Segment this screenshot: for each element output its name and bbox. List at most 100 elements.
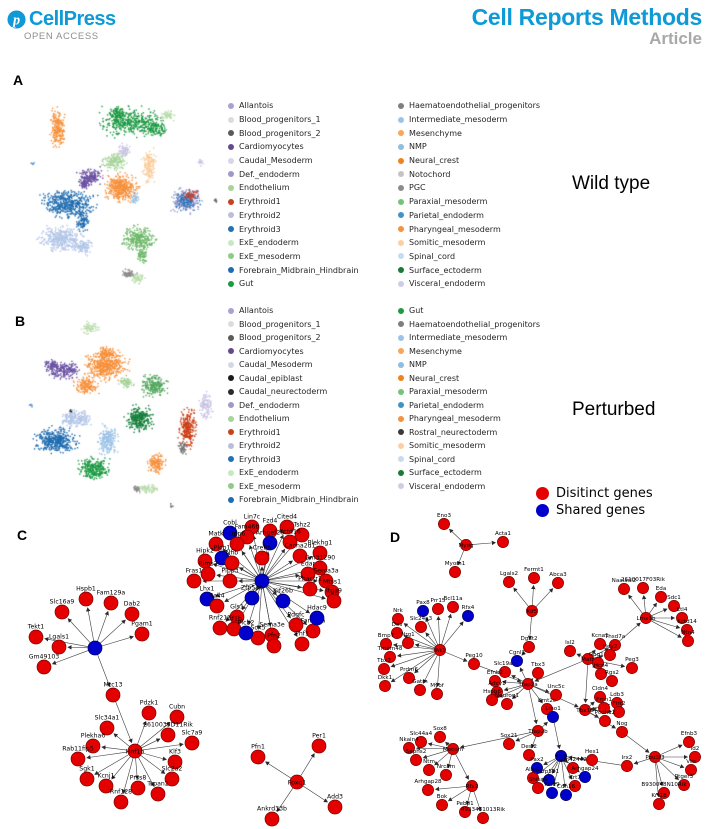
gene-node-label: Nkain4 bbox=[399, 737, 419, 743]
distinct-gene-node bbox=[222, 573, 238, 589]
network-edge bbox=[658, 760, 679, 781]
network-edge bbox=[583, 664, 588, 704]
legend-swatch-icon bbox=[228, 226, 234, 233]
network-edge bbox=[241, 550, 259, 576]
gene-node-label: Slc34a1 bbox=[95, 715, 120, 722]
gene-node-label: Nog bbox=[616, 721, 628, 727]
distinct-gene-node bbox=[594, 691, 606, 703]
gene-node-label: Vtn bbox=[686, 759, 696, 765]
network-edge bbox=[268, 556, 313, 579]
legend-swatch-icon bbox=[398, 442, 404, 449]
gene-node-label: Hcn4 bbox=[594, 663, 609, 669]
legend-label: NMP bbox=[409, 142, 427, 152]
wild-type-annotation: Wild type bbox=[572, 173, 651, 194]
network-edge bbox=[563, 758, 569, 764]
network-edge bbox=[140, 722, 171, 747]
distinct-gene-node bbox=[134, 626, 150, 642]
legend-swatch-icon bbox=[398, 483, 404, 490]
legend-item: NMP bbox=[398, 358, 540, 372]
distinct-gene-node bbox=[676, 612, 688, 624]
legend-swatch-icon bbox=[398, 334, 404, 341]
distinct-gene-node bbox=[689, 751, 701, 763]
legend-swatch-icon bbox=[228, 361, 234, 368]
network-edge bbox=[563, 760, 573, 780]
legend-label: Spinal_cord bbox=[409, 454, 456, 464]
legend-item: Caudal_neurectoderm bbox=[228, 385, 359, 399]
network-edge bbox=[511, 675, 524, 682]
network-edge bbox=[265, 548, 286, 576]
distinct-gene-node bbox=[532, 667, 544, 679]
legend-item: Allantois bbox=[228, 99, 359, 113]
distinct-gene-node bbox=[486, 694, 498, 706]
legend-item: Erythroid2 bbox=[228, 439, 359, 453]
legend-label: PGC bbox=[409, 183, 426, 193]
distinct-gene-node bbox=[105, 687, 121, 703]
distinct-gene-node bbox=[611, 697, 623, 709]
gene-node-label: Neurog1 bbox=[495, 693, 519, 699]
distinct-genes-dot-icon bbox=[536, 487, 549, 500]
network-edge bbox=[300, 753, 315, 777]
legend-item: ExE_mesoderm bbox=[228, 480, 359, 494]
network-edge bbox=[268, 573, 300, 581]
legend-swatch-icon bbox=[228, 429, 234, 436]
gene-node-label: Plekha6 bbox=[81, 733, 106, 740]
distinct-gene-node bbox=[678, 779, 690, 791]
network-edge bbox=[268, 581, 324, 593]
network-edge bbox=[267, 560, 293, 578]
legend-label: Intermediate_mesoderm bbox=[409, 115, 508, 125]
gene-node-label: Kcna1 bbox=[591, 633, 609, 639]
legend-item: Parietal_endoderm bbox=[398, 209, 540, 223]
network-edge bbox=[262, 587, 272, 627]
gene-node-label: Id2 bbox=[691, 746, 700, 752]
gene-node-label: Plcb2 bbox=[238, 620, 255, 627]
gene-node-label: Adcy1 bbox=[488, 681, 506, 687]
distinct-gene-node bbox=[200, 566, 216, 582]
distinct-gene-node bbox=[564, 645, 576, 657]
distinct-gene-node bbox=[327, 799, 343, 815]
network-edge bbox=[567, 755, 622, 766]
gene-node-label: Nrk bbox=[393, 608, 403, 614]
legend-label: ExE_mesoderm bbox=[239, 251, 301, 261]
gene-node-label: Plekhg1 bbox=[308, 540, 333, 547]
distinct-gene-node bbox=[160, 727, 176, 743]
cellpress-logo-text: CellPress bbox=[29, 8, 116, 30]
network-edge bbox=[422, 654, 438, 684]
network-edge bbox=[51, 650, 89, 665]
network-edge bbox=[441, 613, 452, 645]
gene-node-label: Rnf128 bbox=[110, 789, 132, 796]
gene-node-label: Rgs2 bbox=[605, 670, 619, 676]
network-edge bbox=[425, 617, 439, 645]
gene-node-label: Slc19a2 bbox=[494, 661, 516, 667]
network-edge bbox=[473, 791, 482, 812]
distinct-gene-node bbox=[655, 591, 667, 603]
distinct-gene-node bbox=[326, 593, 342, 609]
gene-node-label: Fras1 bbox=[186, 568, 203, 575]
legend-item: Pharyngeal_mesoderm bbox=[398, 412, 540, 426]
gene-node-label: Sox5 bbox=[250, 625, 265, 632]
perturbed-annotation: Perturbed bbox=[572, 399, 656, 420]
gene-node-label: B930048N10Rik bbox=[641, 782, 687, 788]
network-edge bbox=[212, 563, 256, 579]
legend-item: Rostral_neurectoderm bbox=[398, 426, 540, 440]
legend-swatch-icon bbox=[398, 361, 404, 368]
network-edge bbox=[266, 541, 297, 576]
gene-node-label: Kctd14 bbox=[677, 619, 697, 625]
gene-node-label: Acta1 bbox=[495, 531, 511, 537]
network-edge bbox=[414, 653, 437, 674]
shared-gene-node bbox=[222, 525, 238, 541]
gene-node-label: Prdm6 bbox=[400, 667, 418, 673]
distinct-gene-node bbox=[604, 649, 616, 661]
distinct-gene-node bbox=[266, 638, 282, 654]
gene-node-label: Cacna2d1 bbox=[284, 543, 315, 550]
distinct-gene-node bbox=[681, 624, 693, 636]
article-type-label: Article bbox=[649, 29, 702, 48]
distinct-gene-node bbox=[380, 638, 392, 650]
gene-node-label: Tfap2a bbox=[517, 682, 537, 688]
gene-node-label: Pcdh12 bbox=[595, 710, 616, 716]
gene-node-label: Krt7 bbox=[569, 775, 581, 781]
gene-node-label: Kif1b bbox=[226, 616, 242, 623]
legend-item: Neural_crest bbox=[398, 372, 540, 386]
legend-item: Gut bbox=[228, 277, 359, 291]
distinct-gene-node bbox=[489, 675, 501, 687]
legend-item: Blood_progenitors_2 bbox=[228, 126, 359, 140]
